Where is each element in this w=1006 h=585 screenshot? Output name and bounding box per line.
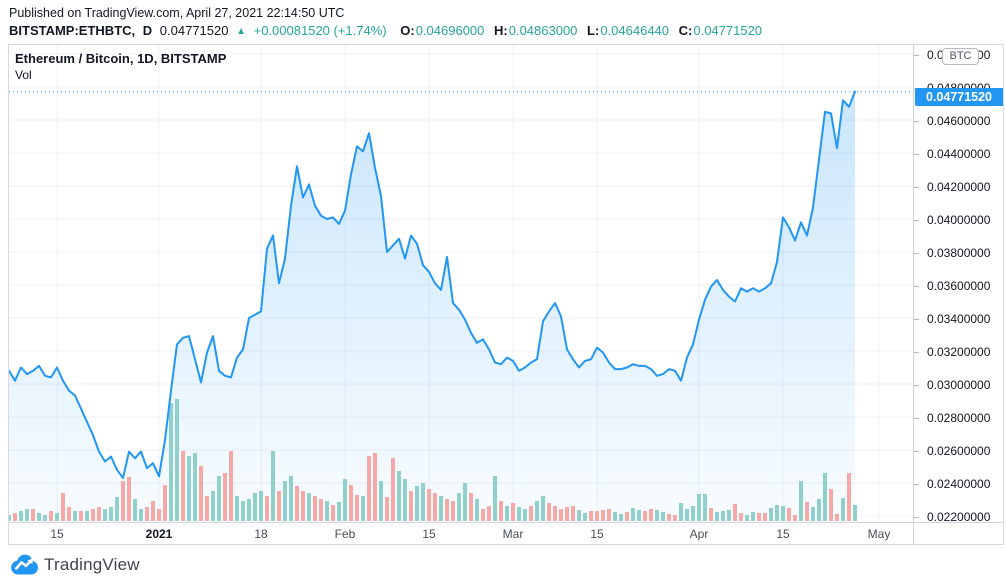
- price-axis-label: 0.02200000: [927, 509, 991, 524]
- price-axis-label: 0.02800000: [927, 410, 991, 425]
- open-value: 0.04696000: [415, 23, 485, 38]
- time-axis-label: 2021: [145, 527, 173, 541]
- symbol-ticker: BITSTAMP:ETHBTC,: [9, 23, 136, 38]
- low-label: L:: [587, 23, 600, 38]
- price-axis-label: 0.03600000: [927, 278, 991, 293]
- price-axis-tick: [914, 153, 919, 155]
- price-axis-tick: [914, 384, 919, 386]
- last-price: 0.04771520: [159, 23, 229, 38]
- price-area-fill: [9, 91, 855, 521]
- price-axis-label: 0.03200000: [927, 344, 991, 359]
- price-axis-label: 0.04000000: [927, 212, 991, 227]
- time-axis-label: 15: [50, 527, 64, 541]
- close-label: C:: [678, 23, 693, 38]
- price-axis[interactable]: 0.050000000.048000000.046000000.04400000…: [914, 45, 1003, 524]
- price-axis-tick: [914, 483, 919, 485]
- time-axis-label: May: [867, 527, 891, 541]
- price-axis-label: 0.04400000: [927, 146, 991, 161]
- chart-widget: Ethereum / Bitcoin, 1D, BITSTAMP Vol 0.0…: [8, 44, 1004, 545]
- volume-bars: [9, 399, 857, 521]
- price-axis-label: 0.02400000: [927, 476, 991, 491]
- low-value: 0.04646440: [600, 23, 670, 38]
- chart-legend[interactable]: Ethereum / Bitcoin, 1D, BITSTAMP Vol: [15, 50, 226, 83]
- close-value: 0.04771520: [693, 23, 763, 38]
- price-axis-tick: [914, 285, 919, 287]
- price-axis-tick: [914, 252, 919, 254]
- legend-symbol-title[interactable]: Ethereum / Bitcoin, 1D, BITSTAMP: [15, 51, 227, 66]
- last-price-badge: 0.04771520: [915, 88, 1003, 106]
- open-label: O:: [400, 23, 415, 38]
- time-axis-label: Apr: [689, 527, 709, 541]
- time-axis-label: Mar: [502, 527, 524, 541]
- price-chart-pane[interactable]: Ethereum / Bitcoin, 1D, BITSTAMP Vol: [9, 45, 913, 522]
- price-axis-tick: [914, 318, 919, 320]
- price-axis-label: 0.04600000: [927, 113, 991, 128]
- time-axis[interactable]: 15 2021 18 Feb 15 Mar 15 Apr 15 May: [9, 523, 913, 544]
- time-axis-label: 18: [254, 527, 268, 541]
- tradingview-logo-icon: [11, 554, 38, 575]
- high-value: 0.04863000: [508, 23, 578, 38]
- up-arrow-icon: ▲: [236, 26, 246, 37]
- time-axis-label: Feb: [334, 527, 356, 541]
- symbol-ohlc-line: BITSTAMP:ETHBTC, D 0.04771520 ▲ +0.00081…: [9, 23, 762, 38]
- high-label: H:: [494, 23, 508, 38]
- price-line: [9, 90, 856, 480]
- time-axis-label: 15: [776, 527, 790, 541]
- price-axis-separator: [913, 45, 914, 544]
- price-axis-tick: [914, 219, 919, 221]
- price-change: +0.00081520 (+1.74%): [253, 23, 387, 38]
- price-axis-tick: [914, 186, 919, 188]
- price-axis-tick: [914, 417, 919, 419]
- price-area-chart: [9, 45, 913, 522]
- symbol-interval: D: [142, 23, 153, 38]
- price-axis-label: 0.03400000: [927, 311, 991, 326]
- currency-unit-badge[interactable]: BTC: [942, 48, 979, 65]
- price-axis-tick: [914, 54, 919, 56]
- price-axis-label: 0.03800000: [927, 245, 991, 260]
- price-axis-tick: [914, 120, 919, 122]
- published-line: Published on TradingView.com, April 27, …: [9, 6, 345, 20]
- price-axis-tick: [914, 516, 919, 518]
- time-axis-label: 15: [422, 527, 436, 541]
- price-axis-label: 0.04200000: [927, 179, 991, 194]
- time-axis-label: 15: [590, 527, 604, 541]
- tradingview-attribution[interactable]: TradingView: [10, 551, 140, 579]
- time-axis-separator: [9, 522, 1003, 523]
- price-axis-label: 0.03000000: [927, 377, 991, 392]
- tradingview-brand-text[interactable]: TradingView: [44, 555, 140, 574]
- price-axis-label: 0.02600000: [927, 443, 991, 458]
- legend-volume-label[interactable]: Vol: [15, 68, 32, 82]
- price-axis-tick: [914, 351, 919, 353]
- price-axis-tick: [914, 450, 919, 452]
